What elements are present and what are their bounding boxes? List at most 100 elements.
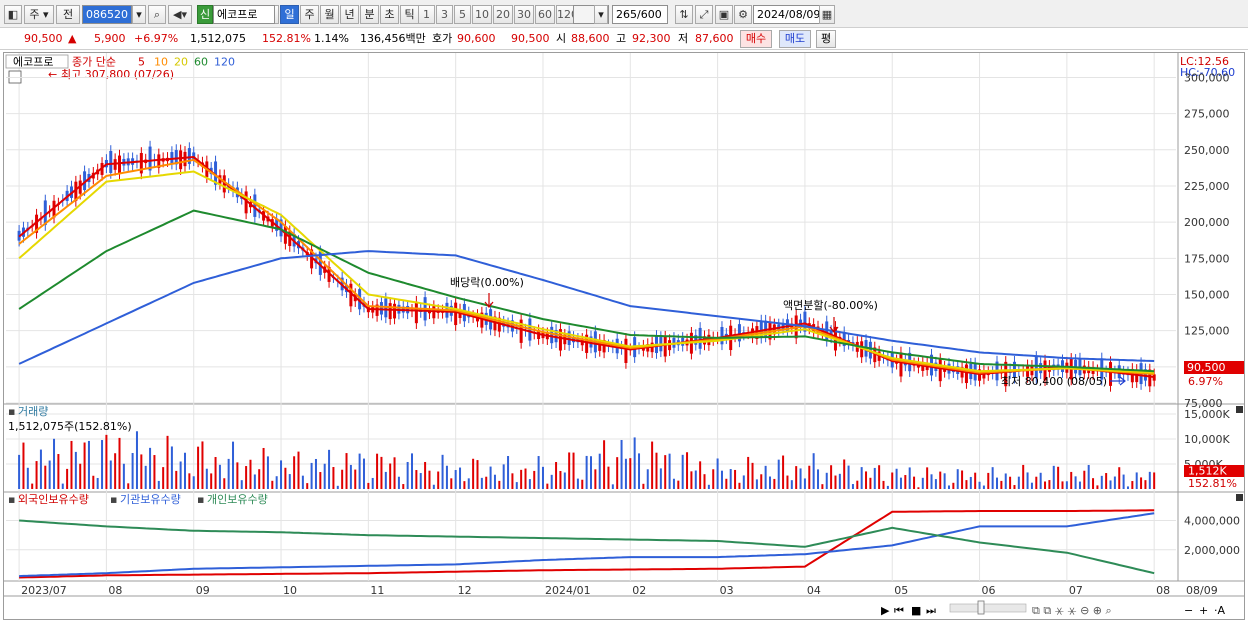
price-pane-header: 에코프로 종가 단순 5 10 20 60 120 ← 최고 307,800 (… [5, 54, 1235, 84]
x-label-12: 07 [1069, 584, 1083, 597]
volume-bar-233 [1035, 476, 1038, 489]
chart-menu-icon[interactable]: ◧ [4, 5, 22, 24]
bid-label: 호가 [432, 32, 453, 45]
high-label: 고 [616, 32, 627, 45]
count-value: 265 [616, 8, 637, 21]
holding-pane-close-icon[interactable] [1236, 494, 1243, 501]
volume-bar-130 [585, 455, 588, 489]
volume-bar-34 [166, 435, 169, 489]
code-dropdown-icon[interactable]: ▾ [132, 5, 146, 24]
period-tab-0[interactable]: 일 [280, 5, 299, 24]
interval-button-60[interactable]: 60 [535, 5, 555, 24]
volume-bar-196 [873, 467, 876, 489]
x-label-6: 2024/01 [545, 584, 591, 597]
volume-bar-96 [437, 471, 440, 489]
period-tab-1[interactable]: 주 [300, 5, 319, 24]
volume-tag-value: 1,512K [1188, 465, 1227, 478]
candle-body-4 [35, 214, 39, 233]
volume-bar-110 [498, 480, 501, 489]
drawing-tools-icon[interactable]: ⧉ ⧉ ⚹ ⚹ ⊖ ⊕ ⌕ [1032, 604, 1112, 617]
volume-bar-211 [939, 471, 942, 489]
low-annotation: 최저 80,400 (08/05) [1001, 375, 1107, 388]
volume-bar-178 [795, 466, 798, 489]
font-size-icon[interactable]: ·A [1214, 604, 1225, 617]
volume-bar-4 [35, 461, 38, 489]
volume-bar-97 [441, 454, 444, 489]
period-tab-6[interactable]: 틱 [400, 5, 419, 24]
draw-tool-icon[interactable]: ⤢ [695, 5, 713, 24]
volume-bar-90 [411, 453, 414, 489]
chart-type-icon[interactable]: ⇅ [675, 5, 693, 24]
rewind-icon[interactable]: ⏮ [894, 604, 904, 617]
candle-body-28 [139, 152, 143, 174]
interval-button-5[interactable]: 5 [454, 5, 471, 24]
save-icon[interactable]: ▣ [715, 5, 733, 24]
count-field[interactable]: 265/600 [612, 5, 668, 24]
interval-dropdown-icon[interactable]: ▾ [594, 5, 608, 24]
volume-bar-93 [424, 461, 427, 489]
interval-button-1[interactable]: 1 [418, 5, 435, 24]
volume-bar-215 [956, 469, 959, 489]
volume-bar-112 [507, 456, 510, 489]
scroll-right-icon[interactable]: ▶ [881, 604, 890, 617]
scroll-slider[interactable] [949, 603, 1027, 613]
period-tab-5[interactable]: 초 [380, 5, 399, 24]
scroll-thumb[interactable] [977, 600, 985, 615]
zoom-in-icon[interactable]: + [1199, 604, 1208, 617]
dividend-annotation: 배당락(0.00%) [450, 276, 524, 289]
interval-button-120[interactable]: 120 [556, 5, 578, 24]
forward-icon[interactable]: ⏭ [926, 604, 936, 617]
period-dropdown[interactable]: 주 ▾ [24, 5, 54, 24]
volume-bar-168 [751, 462, 754, 489]
sell-button[interactable]: 매도 [779, 30, 811, 48]
period-tab-3[interactable]: 년 [340, 5, 359, 24]
hc-label: HC:-70.60 [1180, 66, 1235, 79]
volume-bar-257 [1140, 477, 1143, 489]
volume-bar-41 [197, 446, 200, 489]
prev-button[interactable]: 전 [56, 5, 80, 24]
stock-label: 에코프로 [13, 56, 53, 69]
stock-code-input[interactable]: 086520 [82, 5, 132, 24]
candle-body-82 [375, 304, 379, 316]
zoom-out-icon[interactable]: − [1184, 604, 1193, 617]
volume-bar-13 [74, 451, 77, 489]
stock-name-field[interactable]: 에코프로 [213, 5, 275, 24]
interval-button-3[interactable]: 3 [436, 5, 453, 24]
calendar-icon[interactable]: ▦ [819, 5, 835, 24]
speaker-icon[interactable]: ◀▾ [168, 5, 192, 24]
volume-bar-223 [991, 467, 994, 489]
volume-bar-200 [891, 472, 894, 489]
chart-area[interactable]: 에코프로 종가 단순 5 10 20 60 120 ← 최고 307,800 (… [3, 52, 1245, 620]
interval-button-20[interactable]: 20 [493, 5, 513, 24]
eval-button[interactable]: 평 [816, 30, 836, 48]
chart-svg[interactable]: 에코프로 종가 단순 5 10 20 60 120 ← 최고 307,800 (… [4, 53, 1244, 619]
volume-bar-123 [555, 462, 558, 489]
volume-bar-250 [1109, 480, 1112, 489]
period-tab-2[interactable]: 월 [320, 5, 339, 24]
gear-icon[interactable]: ⚙ [734, 5, 752, 24]
stop-icon[interactable]: ■ [911, 604, 921, 617]
search-icon[interactable]: ⌕ [148, 5, 166, 24]
volume-bar-187 [834, 475, 837, 489]
date-input[interactable]: 2024/08/09 [753, 5, 821, 24]
volume-bar-31 [153, 455, 156, 489]
price-tag-box [1184, 361, 1244, 374]
high-annotation: 최고 307,800 (07/26) [61, 68, 174, 81]
period-tab-4[interactable]: 분 [360, 5, 379, 24]
candle-body-130 [585, 334, 589, 353]
volume-bar-91 [415, 470, 418, 489]
volume-bar-30 [149, 447, 152, 489]
volume-pane-close-icon[interactable] [1236, 406, 1243, 413]
interval-button-30[interactable]: 30 [514, 5, 534, 24]
volume-bar-71 [328, 449, 331, 489]
volume-bar-83 [380, 456, 383, 489]
open-price: 88,600 [571, 32, 610, 45]
volume-bar-152 [681, 454, 684, 489]
buy-button[interactable]: 매수 [740, 30, 772, 48]
volume-bar-50 [236, 462, 239, 489]
volume-bar-244 [1083, 470, 1086, 489]
candle-body-71 [327, 266, 331, 282]
interval-button-10[interactable]: 10 [472, 5, 492, 24]
stock-label-box [5, 54, 69, 69]
period-dropdown-label: 주 [29, 8, 40, 21]
